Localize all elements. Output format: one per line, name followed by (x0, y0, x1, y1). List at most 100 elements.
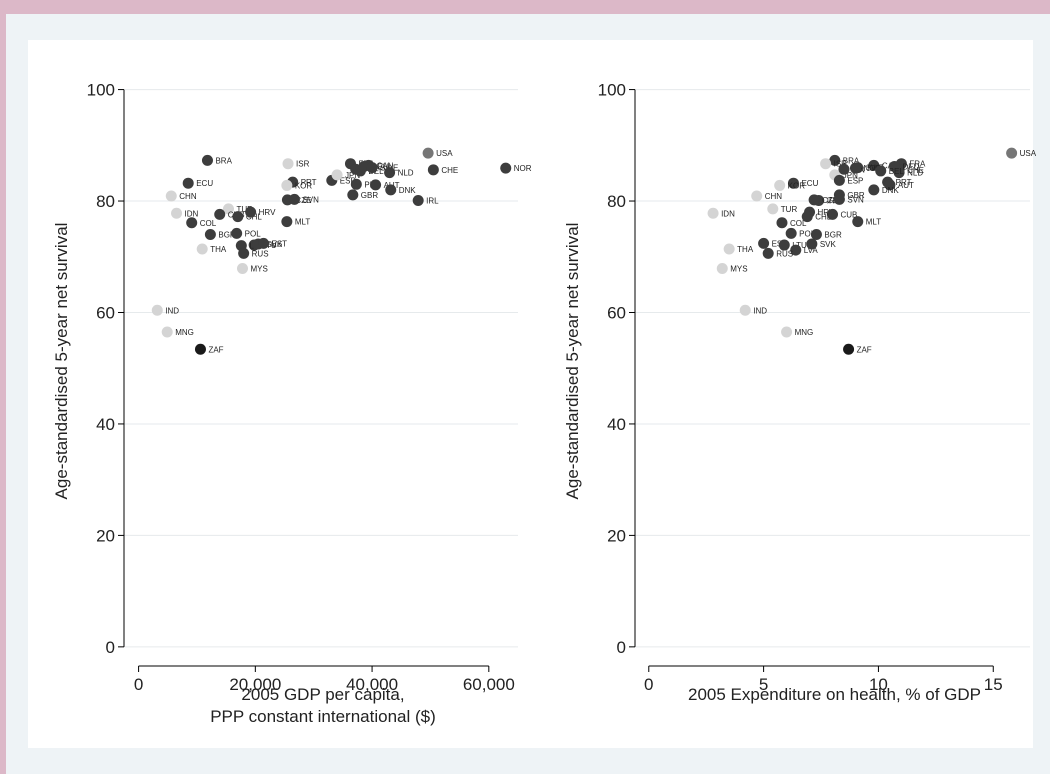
data-point-chl (232, 211, 244, 223)
point-label-hrv: HRV (259, 208, 276, 217)
data-point-pol (231, 227, 243, 239)
point-label-ecu: ECU (196, 179, 213, 188)
data-point-bra (829, 154, 841, 166)
data-point-ltu (778, 239, 790, 251)
data-point-idn (707, 207, 719, 219)
data-point-aut (884, 179, 896, 191)
x-tick-label: 40,000 (346, 675, 398, 694)
data-point-esp (833, 174, 845, 186)
y-tick-label: 20 (96, 526, 115, 545)
x-tick-label: 15 (984, 675, 1003, 694)
y-tick-label: 60 (96, 303, 115, 322)
point-label-isr: ISR (296, 160, 310, 169)
x-axis-title-line-1: 2005 Expenditure on health, % of GDP (688, 685, 981, 704)
point-label-chn: CHN (179, 192, 197, 201)
point-label-rus: RUS (252, 249, 269, 258)
data-point-swe (366, 162, 378, 174)
data-point-lva (790, 244, 802, 256)
point-label-chn: CHN (765, 192, 783, 201)
point-label-bgr: BGR (824, 230, 842, 239)
x-tick-label: 5 (759, 675, 768, 694)
point-label-tur: TUR (781, 205, 798, 214)
y-tick-label: 20 (607, 526, 626, 545)
data-point-chl (801, 211, 813, 223)
data-point-est (258, 237, 270, 249)
x-tick-label: 10 (869, 675, 888, 694)
x-tick-label: 0 (644, 675, 653, 694)
data-point-fin (838, 163, 850, 175)
data-point-col (776, 217, 788, 229)
point-label-chl: CHL (815, 213, 832, 222)
data-point-usa (422, 147, 434, 159)
point-label-rus: RUS (776, 249, 793, 258)
data-point-cub (214, 208, 226, 220)
point-label-hrv: HRV (818, 208, 835, 217)
data-point-cub (827, 208, 838, 220)
point-label-cze: CZE (295, 196, 311, 205)
data-point-kor (774, 179, 786, 191)
point-label-deu: DEU (903, 162, 920, 171)
data-point-rus (238, 247, 250, 259)
x-axis-title-line-1: 2005 GDP per capita, (241, 685, 404, 704)
x-tick-label: 60,000 (463, 675, 515, 694)
point-label-bel: BEL (889, 167, 905, 176)
point-label-ecu: ECU (801, 179, 818, 188)
point-label-svk: SVK (266, 240, 283, 249)
point-label-irl: IRL (827, 196, 840, 205)
point-label-tur: TUR (236, 205, 253, 214)
y-tick-label: 60 (607, 303, 626, 322)
point-label-mlt: MLT (295, 218, 311, 227)
data-point-dnk (868, 184, 880, 196)
point-label-svk: SVK (820, 240, 837, 249)
x-tick-label: 20,000 (229, 675, 281, 694)
point-label-idn: IDN (721, 209, 735, 218)
point-label-pol: POL (799, 229, 816, 238)
point-label-zaf: ZAF (208, 345, 223, 354)
point-label-cze: CZE (822, 196, 838, 205)
point-label-mys: MYS (250, 264, 267, 273)
point-label-bra: BRA (215, 156, 232, 165)
data-point-tha (196, 243, 208, 255)
data-point-nld (384, 167, 396, 179)
point-label-esp: ESP (340, 176, 356, 185)
data-point-idn (171, 207, 183, 219)
figure-panel (28, 40, 1033, 748)
data-point-jpn (331, 169, 343, 181)
data-point-mys (236, 262, 248, 274)
point-label-ltu: LTU (262, 241, 277, 250)
point-label-cub: CUB (841, 210, 858, 219)
point-label-irl: IRL (426, 196, 439, 205)
data-point-che (427, 164, 439, 176)
point-label-jpn: JPN (843, 171, 858, 180)
data-point-mlt (281, 216, 293, 228)
data-point-dnk (385, 184, 397, 196)
data-point-kor (281, 179, 293, 191)
data-point-mng (781, 326, 793, 338)
point-label-esp: ESP (847, 176, 863, 185)
data-point-nor (500, 162, 512, 174)
data-point-tha (723, 243, 735, 255)
y-tick-label: 40 (607, 415, 626, 434)
point-label-ind: IND (165, 306, 179, 315)
data-point-mys (716, 262, 728, 274)
x-axis-title-line-2: PPP constant international ($) (210, 707, 436, 726)
point-label-mng: MNG (795, 328, 814, 337)
data-point-deu (889, 160, 901, 172)
data-point-ind (739, 304, 751, 316)
point-label-dnk: DNK (399, 186, 417, 195)
data-point-tur (767, 203, 779, 215)
point-label-mng: MNG (175, 328, 194, 337)
point-label-gbr: GBR (361, 191, 379, 200)
point-label-chl: CHL (246, 213, 263, 222)
point-label-jpn: JPN (345, 171, 360, 180)
x-tick-label: 0 (134, 675, 143, 694)
data-point-tur (222, 203, 234, 215)
point-label-deu: DEU (372, 162, 389, 171)
y-tick-label: 0 (617, 638, 626, 657)
data-point-ind (151, 304, 163, 316)
data-point-bel (875, 165, 887, 177)
data-point-svn (288, 193, 300, 205)
point-label-usa: USA (1020, 149, 1037, 158)
point-label-che: CHE (441, 166, 458, 175)
point-label-prt: PRT (301, 178, 317, 187)
